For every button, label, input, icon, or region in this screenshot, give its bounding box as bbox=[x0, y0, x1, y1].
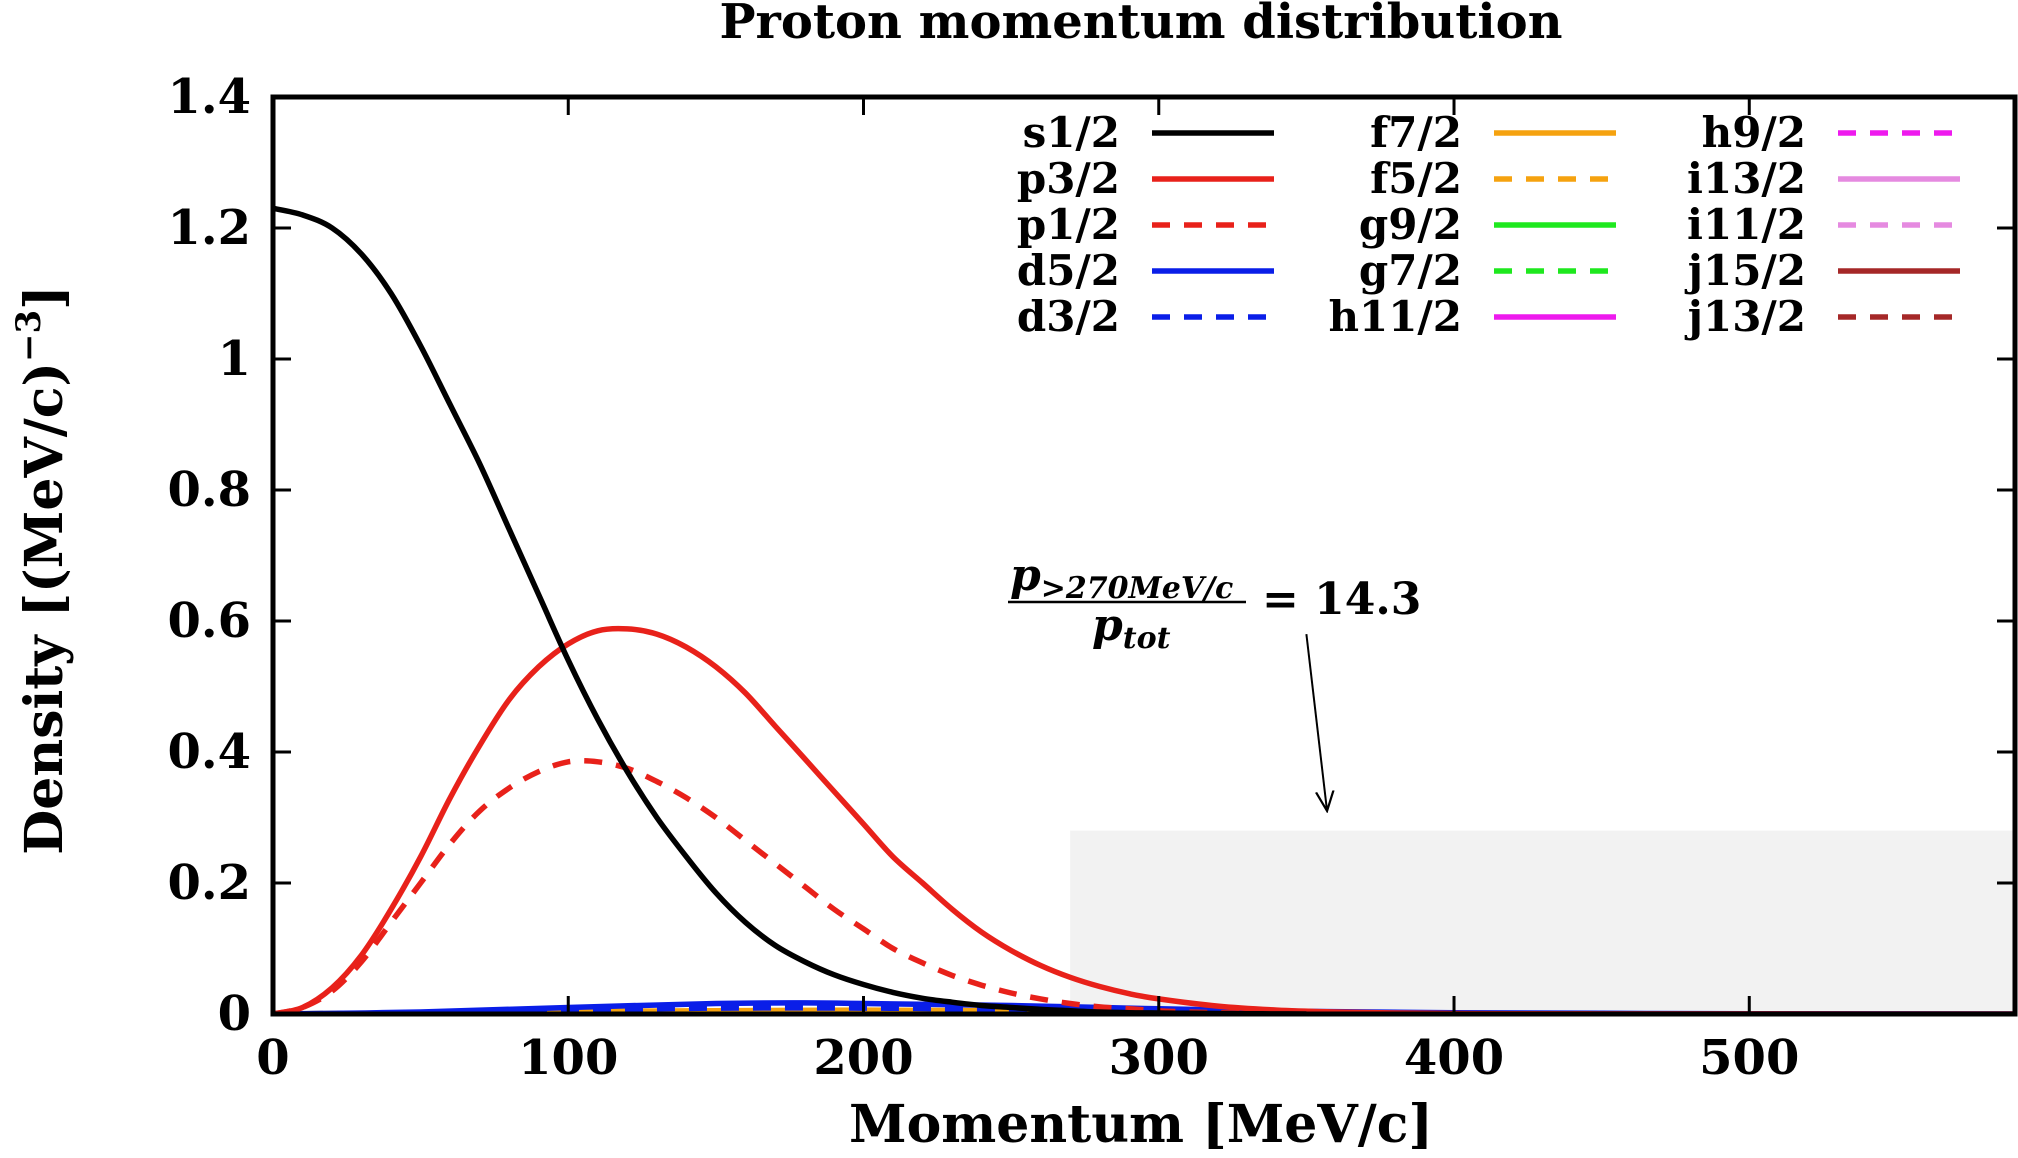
legend-label: p1/2 bbox=[1017, 200, 1120, 249]
legend-label: h9/2 bbox=[1702, 108, 1806, 157]
legend-label: d3/2 bbox=[1017, 292, 1120, 341]
legend-label: j15/2 bbox=[1684, 246, 1806, 295]
legend-label: i13/2 bbox=[1687, 154, 1806, 203]
y-tick-label: 1.4 bbox=[167, 69, 251, 125]
annotation-numerator: p>270MeV/c bbox=[1010, 550, 1233, 606]
y-axis: 0 0.2 0.4 0.6 0.8 1 1.2 1.4 bbox=[167, 69, 2015, 1042]
annotation-denominator: ptot bbox=[1092, 600, 1171, 656]
x-tick-label: 300 bbox=[1109, 1030, 1209, 1086]
legend-label: f7/2 bbox=[1370, 108, 1462, 157]
legend-label: g7/2 bbox=[1359, 246, 1462, 295]
legend-label: g9/2 bbox=[1359, 200, 1462, 249]
x-tick-label: 100 bbox=[518, 1030, 618, 1086]
y-tick-label: 0.8 bbox=[167, 462, 251, 518]
y-axis-title-main: Density [(MeV/c) bbox=[14, 362, 75, 855]
plot-frame bbox=[270, 94, 2018, 1017]
x-tick-label: 500 bbox=[1699, 1030, 1799, 1086]
legend-label: f5/2 bbox=[1370, 154, 1462, 203]
series-line-p1-2 bbox=[273, 758, 1602, 1014]
y-tick-label: 0.4 bbox=[167, 724, 251, 780]
fraction-annotation: p>270MeV/c ptot = 14.3 bbox=[1008, 550, 1421, 811]
y-tick-label: 1 bbox=[218, 331, 251, 387]
chart-title: Proton momentum distribution bbox=[719, 0, 1562, 50]
x-tick-label: 400 bbox=[1404, 1030, 1504, 1086]
y-tick-label: 0.6 bbox=[167, 593, 251, 649]
shaded-region bbox=[1070, 830, 2015, 1014]
legend-label: h11/2 bbox=[1328, 292, 1462, 341]
y-axis-title-exponent: −3 bbox=[9, 310, 49, 362]
legend-label: p3/2 bbox=[1017, 154, 1120, 203]
x-axis-title: Momentum [MeV/c] bbox=[849, 1094, 1433, 1155]
y-axis-title-close: ] bbox=[14, 285, 75, 310]
x-tick-label: 200 bbox=[813, 1030, 913, 1086]
x-tick-label: 0 bbox=[256, 1030, 289, 1086]
annotation-arrow bbox=[1305, 633, 1327, 811]
y-tick-label: 0.2 bbox=[167, 855, 251, 911]
legend-label: j13/2 bbox=[1684, 292, 1806, 341]
legend-label: s1/2 bbox=[1023, 108, 1120, 157]
annotation-value: = 14.3 bbox=[1262, 574, 1421, 625]
legend: s1/2p3/2p1/2d5/2d3/2 f7/2f5/2g9/2g7/2h11/… bbox=[1017, 108, 1960, 341]
legend-label: d5/2 bbox=[1017, 246, 1120, 295]
legend-label: i11/2 bbox=[1687, 200, 1806, 249]
y-tick-label: 1.2 bbox=[167, 200, 251, 256]
y-tick-label: 0 bbox=[218, 986, 251, 1042]
y-axis-title: Density [(MeV/c)−3] bbox=[9, 285, 75, 855]
x-axis: 0 100 200 300 400 500 bbox=[256, 97, 1799, 1086]
